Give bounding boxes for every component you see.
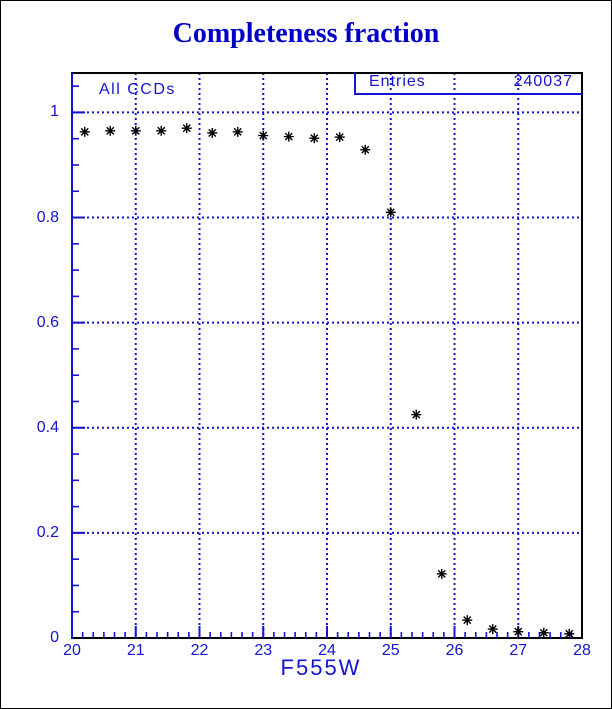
y-tick-label: 0.2 bbox=[36, 523, 59, 541]
data-point-marker bbox=[334, 132, 345, 143]
data-point-marker bbox=[258, 130, 269, 141]
x-tick-label: 23 bbox=[254, 642, 273, 659]
x-tick-label: 25 bbox=[381, 642, 400, 659]
data-point-marker bbox=[360, 144, 371, 155]
y-tick-label: 1 bbox=[50, 103, 59, 121]
x-tick-label: 28 bbox=[573, 642, 591, 659]
stats-box: Entries 240037 bbox=[354, 73, 583, 95]
x-tick-label: 26 bbox=[445, 642, 464, 659]
y-axis-ticks bbox=[72, 85, 85, 613]
y-tick-label: 0.4 bbox=[36, 418, 59, 436]
stats-entries-label: Entries bbox=[369, 73, 426, 90]
stats-entries-value: 240037 bbox=[513, 73, 573, 90]
y-tick-label: 0.8 bbox=[36, 208, 59, 226]
y-tick-label: 0 bbox=[50, 629, 59, 646]
data-point-marker bbox=[181, 123, 192, 134]
x-tick-label: 21 bbox=[126, 642, 145, 659]
data-point-marker bbox=[105, 125, 116, 136]
gridlines bbox=[72, 73, 582, 638]
x-tick-label: 24 bbox=[318, 642, 336, 659]
dataset-label: All CCDs bbox=[99, 81, 176, 98]
data-point-marker bbox=[411, 409, 422, 420]
data-point-marker bbox=[513, 626, 524, 637]
data-point-marker bbox=[207, 127, 218, 138]
chart-title: Completeness fraction bbox=[172, 18, 440, 49]
data-point-marker bbox=[232, 126, 243, 137]
data-point-marker bbox=[564, 628, 575, 639]
data-point-marker bbox=[462, 615, 473, 626]
data-point-marker bbox=[130, 125, 141, 136]
x-axis-title: F555W bbox=[280, 655, 362, 680]
x-tick-label: 20 bbox=[63, 642, 81, 659]
data-points bbox=[79, 123, 575, 639]
data-point-marker bbox=[487, 624, 498, 635]
data-point-marker bbox=[283, 131, 294, 142]
x-tick-label: 27 bbox=[509, 642, 528, 659]
data-point-marker bbox=[156, 125, 167, 136]
data-point-marker bbox=[309, 133, 320, 144]
x-axis-ticks bbox=[81, 626, 573, 638]
data-point-marker bbox=[79, 126, 90, 137]
y-tick-label: 0.6 bbox=[36, 313, 59, 331]
data-point-marker bbox=[436, 568, 447, 579]
data-point-marker bbox=[538, 627, 549, 638]
x-tick-label: 22 bbox=[190, 642, 209, 659]
data-point-marker bbox=[385, 207, 396, 218]
